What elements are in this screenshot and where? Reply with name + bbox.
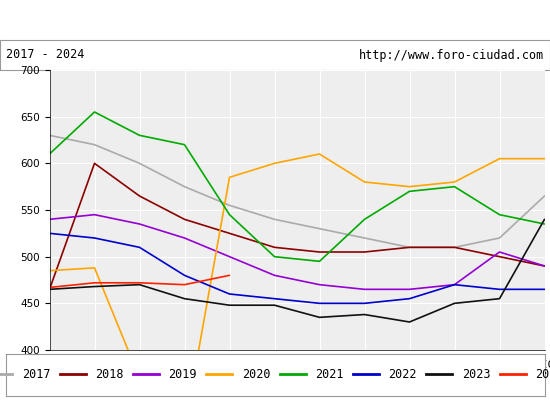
Legend: 2017, 2018, 2019, 2020, 2021, 2022, 2023, 2024: 2017, 2018, 2019, 2020, 2021, 2022, 2023… — [0, 364, 550, 386]
Text: http://www.foro-ciudad.com: http://www.foro-ciudad.com — [359, 48, 544, 62]
Text: 2017 - 2024: 2017 - 2024 — [6, 48, 84, 62]
Text: Evolucion del paro registrado en Pedreguer: Evolucion del paro registrado en Pedregu… — [73, 12, 477, 28]
